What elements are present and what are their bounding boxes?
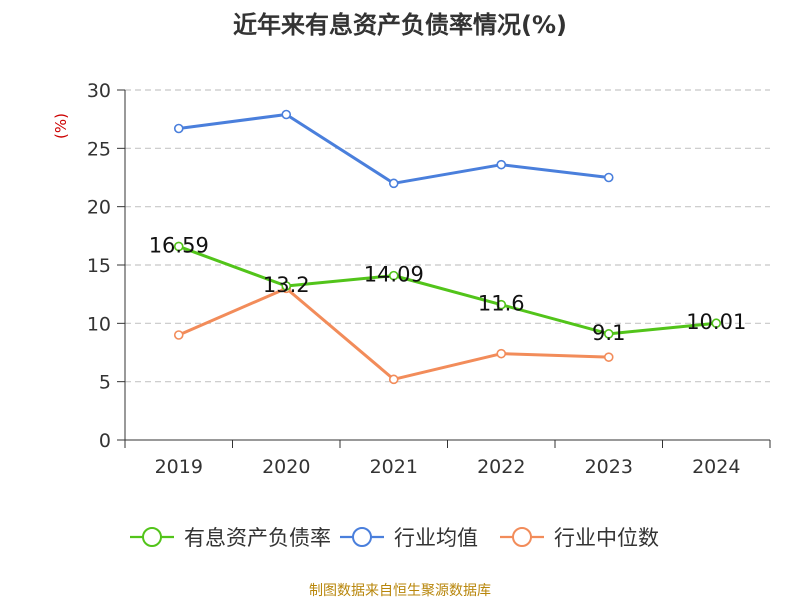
- x-tick-label: 2023: [585, 456, 633, 478]
- legend-swatch-marker: [352, 527, 372, 547]
- data-point: [711, 318, 722, 329]
- series-line: [178, 286, 609, 381]
- data-point: [388, 374, 399, 385]
- data-label: 10.01: [686, 310, 746, 334]
- legend-label: 行业中位数: [554, 526, 659, 550]
- axes: 0 5 10 15 20 25 30 2019 2020 2021 2022 2023 2024: [87, 80, 771, 478]
- legend-label: 行业均值: [394, 526, 478, 550]
- y-tick-label: 10: [87, 313, 111, 335]
- data-point: [281, 109, 292, 120]
- y-tick-label: 25: [87, 138, 111, 160]
- series-lines: [173, 109, 722, 385]
- legend-item[interactable]: 有息资产负债率: [130, 526, 331, 550]
- legend-label: 有息资产负债率: [184, 526, 331, 550]
- data-point: [496, 159, 507, 170]
- y-tick-label: 15: [87, 255, 111, 277]
- data-point: [281, 281, 292, 291]
- data-label: 9.1: [592, 321, 625, 345]
- y-tick-label: 30: [87, 80, 111, 102]
- chart-title: 近年来有息资产负债率情况(%): [233, 11, 567, 39]
- x-tick-label: 2022: [477, 456, 525, 478]
- data-label: 14.09: [364, 263, 424, 287]
- data-point: [173, 330, 184, 340]
- legend[interactable]: 有息资产负债率 行业均值 行业中位数: [130, 526, 659, 550]
- data-point: [496, 299, 507, 310]
- legend-swatch-marker: [142, 527, 162, 547]
- series-line: [178, 245, 717, 336]
- x-tick-label: 2020: [262, 456, 310, 478]
- data-point: [388, 270, 399, 281]
- data-point: [388, 178, 399, 189]
- y-axis-label: (%): [52, 113, 70, 139]
- data-label: 11.6: [478, 292, 525, 316]
- source-note: 制图数据来自恒生聚源数据库: [309, 583, 491, 599]
- data-point: [496, 348, 507, 359]
- data-label: 16.59: [149, 233, 209, 257]
- x-tick-label: 2019: [155, 456, 203, 478]
- series-line: [178, 113, 609, 185]
- data-point: [173, 241, 184, 252]
- legend-item[interactable]: 行业中位数: [500, 526, 659, 550]
- data-point: [603, 329, 614, 339]
- data-labels: 16.59 13.2 14.09 11.6 9.1 10.01: [149, 233, 747, 344]
- x-tick-label: 2024: [692, 456, 740, 478]
- x-tick-label: 2021: [370, 456, 418, 478]
- grid: [125, 89, 770, 383]
- data-point: [173, 123, 184, 134]
- legend-swatch-marker: [512, 527, 532, 547]
- data-point: [603, 352, 614, 362]
- data-label: 13.2: [263, 273, 310, 297]
- y-tick-label: 5: [99, 372, 111, 394]
- y-tick-label: 20: [87, 197, 111, 219]
- legend-item[interactable]: 行业均值: [340, 526, 478, 550]
- data-point: [603, 172, 614, 183]
- y-tick-label: 0: [99, 430, 111, 452]
